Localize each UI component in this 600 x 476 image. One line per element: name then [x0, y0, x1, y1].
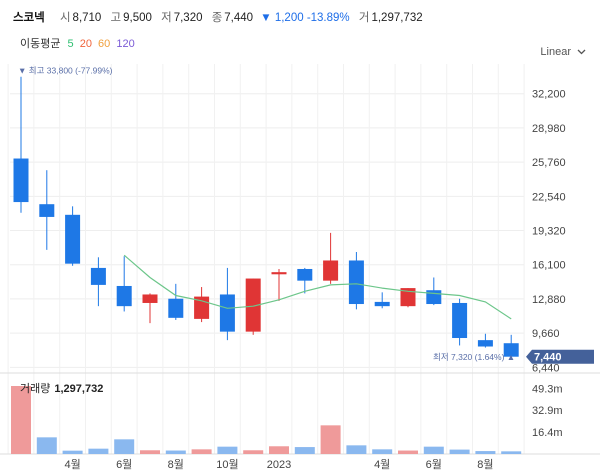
max-price-annotation: ▼ 최고 33,800 (-77.99%): [18, 66, 113, 76]
volume-panel-label: 거래량: [20, 383, 51, 395]
high-value: 9,500: [123, 12, 152, 24]
moving-average: [123, 254, 512, 320]
last-price-label: 7,440: [534, 352, 562, 364]
volume-bar: [320, 425, 341, 454]
close-label: 종: [211, 12, 223, 24]
price-tick-label: 28,980: [532, 123, 566, 135]
time-tick-label: 8월: [477, 458, 493, 471]
ma-20[interactable]: 20: [79, 38, 92, 50]
volume-bar: [217, 446, 238, 454]
volume-bar: [449, 449, 470, 454]
moving-average-legend[interactable]: 이동평균 5 20 60 120: [20, 35, 138, 51]
candle-body: [503, 343, 519, 357]
candle-body: [452, 302, 468, 339]
volume-bar: [346, 445, 367, 454]
volume-bar: [372, 449, 393, 454]
scale-dropdown[interactable]: Linear: [540, 46, 586, 58]
candle-body: [245, 278, 261, 332]
volume-bars: [11, 386, 522, 454]
volume-bar: [11, 386, 31, 454]
candle-body: [168, 298, 184, 318]
quote-header: 스코넥 시 8,710 고 9,500 저 7,320 종 7,440 ▼ 1,200 …: [13, 9, 423, 25]
axes: 6,440 9,660 12,880 16,100 19,320 22,540 25,760…: [64, 89, 565, 471]
volume-bar: [114, 439, 135, 454]
volume-bar: [191, 449, 212, 454]
close-value: 7,440: [224, 12, 254, 24]
volume-bar: [294, 447, 315, 454]
min-price-annotation: 최저 7,320 (1.64%) ▲: [433, 352, 515, 362]
ma-60[interactable]: 60: [98, 38, 111, 50]
candle-body: [271, 272, 287, 275]
volume-bar: [398, 450, 418, 454]
candle-body: [400, 288, 416, 307]
candle-body: [39, 204, 55, 217]
low-label: 저: [161, 12, 172, 24]
volume-bar: [423, 446, 444, 454]
candle-body: [297, 268, 313, 281]
annotations: ▼ 최고 33,800 (-77.99%) 최저 7,320 (1.64%) ▲ 7…: [18, 66, 594, 364]
price-tick-label: 19,320: [532, 226, 566, 238]
volume-bar: [140, 450, 160, 454]
ma-120[interactable]: 120: [116, 38, 135, 50]
volume-bar: [475, 451, 496, 454]
open-value: 8,710: [72, 12, 102, 24]
price-tick-label: 32,200: [532, 89, 566, 101]
time-tick-label: 10월: [216, 458, 238, 471]
volume-bar: [62, 450, 83, 454]
time-tick-label: 6월: [426, 458, 442, 471]
volume-bar: [165, 450, 186, 454]
time-tick-label: 4월: [64, 458, 80, 471]
volume-label: 거: [358, 12, 370, 24]
volume-tick-label: 16.4m: [532, 427, 563, 439]
price-tick-label: 22,540: [532, 191, 566, 203]
candle-body: [374, 301, 390, 307]
volume-panel-value: 1,297,732: [54, 383, 104, 395]
price-tick-label: 25,760: [532, 157, 566, 169]
price-tick-label: 6,440: [532, 362, 560, 374]
low-value: 7,320: [173, 12, 203, 24]
scale-label: Linear: [540, 46, 571, 58]
stock-name: 스코넥: [13, 12, 45, 24]
candle-body: [65, 214, 81, 264]
open-label: 시: [59, 12, 71, 24]
ma-label: 이동평균: [20, 38, 61, 50]
volume-bar: [36, 437, 57, 454]
volume-tick-label: 49.3m: [532, 383, 563, 395]
time-tick-label: 6월: [116, 458, 132, 471]
price-tick-label: 12,880: [532, 294, 566, 306]
volume-bar: [88, 448, 109, 454]
candle-body: [426, 290, 442, 305]
candle-body: [477, 340, 493, 347]
volume-panel-title: 거래량 1,297,732: [20, 380, 103, 396]
change-value: ▼ 1,200 -13.89%: [260, 12, 350, 24]
last-price-badge: [526, 349, 594, 364]
time-tick-label: 4월: [374, 458, 390, 471]
price-tick-label: 16,100: [532, 260, 566, 272]
candle-body: [90, 267, 106, 285]
volume-value: 1,297,732: [371, 12, 423, 24]
candle-body: [142, 294, 158, 303]
candle-body: [348, 260, 364, 305]
high-label: 고: [110, 12, 122, 24]
grid-lines: [0, 64, 600, 455]
ma-line: [123, 254, 512, 320]
volume-tick-label: 32.9m: [532, 405, 563, 417]
volume-bar: [243, 450, 264, 454]
candle-body: [219, 294, 235, 332]
price-tick-label: 9,660: [532, 328, 560, 340]
candle-body: [116, 285, 132, 307]
candle-body: [323, 260, 339, 281]
time-tick-label: 8월: [168, 458, 184, 471]
time-tick-label: 2023: [267, 459, 291, 471]
volume-bar: [269, 446, 289, 454]
candles[interactable]: [13, 158, 519, 357]
volume-bar: [501, 451, 522, 454]
candle-body: [13, 158, 29, 203]
ma-5[interactable]: 5: [67, 38, 74, 50]
chevron-down-icon: [577, 49, 586, 55]
